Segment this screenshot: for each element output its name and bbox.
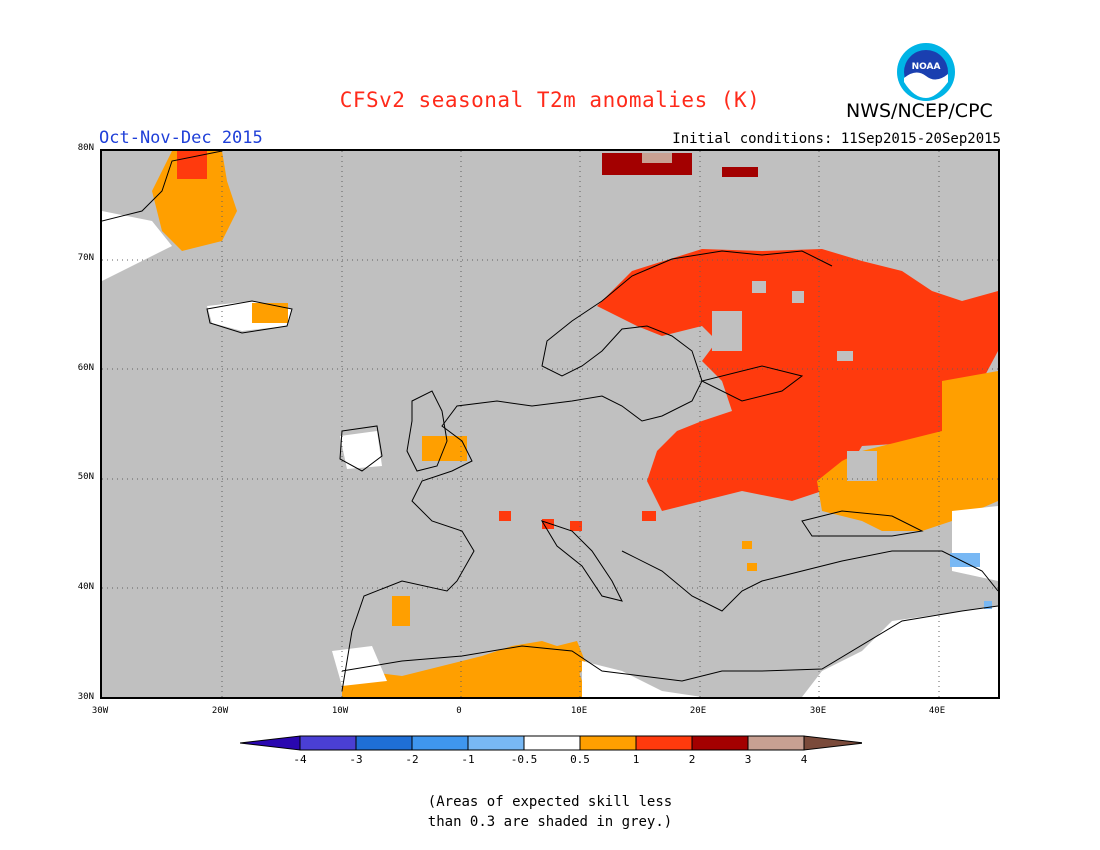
lon-label: 30E <box>809 706 827 716</box>
footnote-line: than 0.3 are shaded in grey.) <box>427 814 673 830</box>
svg-text:NOAA: NOAA <box>912 62 941 72</box>
color-swatch <box>355 735 413 751</box>
initial-conditions: Initial conditions: 11Sep2015-20Sep2015 <box>672 131 1001 147</box>
lon-label: 10W <box>331 706 349 716</box>
colorbar-tick-label: 2 <box>688 753 696 766</box>
coastlines <box>102 151 998 692</box>
lon-label: 30W <box>91 706 109 716</box>
color-swatch <box>240 735 301 751</box>
colorbar-tick-label: -3 <box>349 753 363 766</box>
anomaly-map <box>100 149 1000 699</box>
colorbar-tick-label: -4 <box>293 753 307 766</box>
colorbar-tick-label: 0.5 <box>570 753 590 766</box>
color-swatch <box>467 735 525 751</box>
lat-label: 70N <box>77 253 94 263</box>
lon-label: 20W <box>211 706 229 716</box>
colorbar-tick-label: 1 <box>632 753 640 766</box>
footnote-line: (Areas of expected skill less <box>427 794 673 810</box>
org-label: NWS/NCEP/CPC <box>846 100 993 122</box>
colorbar-tick-label: -0.5 <box>510 753 538 766</box>
lon-label: 10E <box>570 706 588 716</box>
colorbar-tick-label: 4 <box>800 753 808 766</box>
chart-title: CFSv2 seasonal T2m anomalies (K) <box>339 88 761 112</box>
color-swatch <box>411 735 469 751</box>
lon-label: 20E <box>689 706 707 716</box>
graticule <box>102 151 998 697</box>
color-swatch <box>523 735 581 751</box>
color-swatch <box>691 735 749 751</box>
anomaly-patches <box>102 151 998 697</box>
lat-label: 80N <box>77 143 94 153</box>
color-swatch <box>747 735 805 751</box>
noaa-logo: NOAA <box>897 43 955 101</box>
color-swatch <box>579 735 637 751</box>
color-swatch <box>803 735 862 751</box>
lat-label: 60N <box>77 363 94 373</box>
lon-label: 40E <box>928 706 946 716</box>
lat-label: 30N <box>77 692 94 702</box>
lat-label: 40N <box>77 582 94 592</box>
color-swatch <box>299 735 357 751</box>
colorbar-tick-label: 3 <box>744 753 752 766</box>
skill-footnote: (Areas of expected skill less than 0.3 a… <box>0 792 1100 832</box>
color-bar <box>240 735 862 751</box>
forecast-period: Oct-Nov-Dec 2015 <box>99 128 263 148</box>
color-swatch <box>635 735 693 751</box>
colorbar-tick-label: -1 <box>461 753 475 766</box>
colorbar-tick-label: -2 <box>405 753 419 766</box>
lon-label: 0 <box>456 706 462 716</box>
lat-label: 50N <box>77 472 94 482</box>
